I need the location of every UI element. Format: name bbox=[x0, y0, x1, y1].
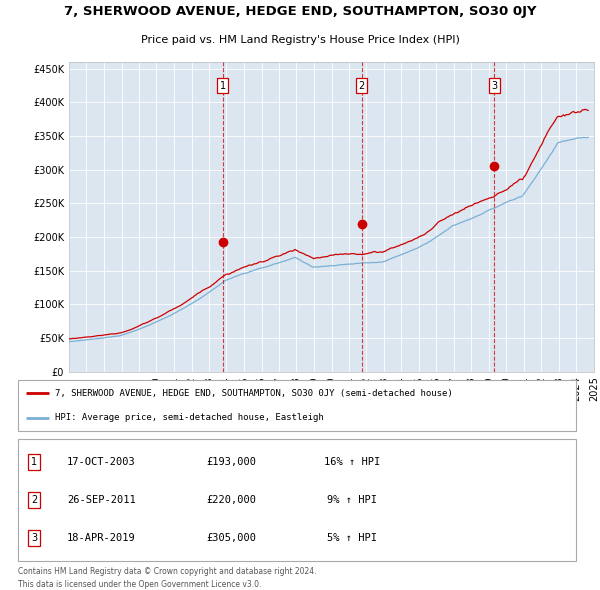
Text: Price paid vs. HM Land Registry's House Price Index (HPI): Price paid vs. HM Land Registry's House … bbox=[140, 35, 460, 45]
Text: 18-APR-2019: 18-APR-2019 bbox=[67, 533, 136, 543]
Text: 3: 3 bbox=[31, 533, 37, 543]
Text: 7, SHERWOOD AVENUE, HEDGE END, SOUTHAMPTON, SO30 0JY (semi-detached house): 7, SHERWOOD AVENUE, HEDGE END, SOUTHAMPT… bbox=[55, 389, 453, 398]
Text: £305,000: £305,000 bbox=[206, 533, 256, 543]
Text: 2: 2 bbox=[359, 80, 365, 90]
Text: 17-OCT-2003: 17-OCT-2003 bbox=[67, 457, 136, 467]
Text: 16% ↑ HPI: 16% ↑ HPI bbox=[324, 457, 380, 467]
Text: 1: 1 bbox=[220, 80, 226, 90]
Text: 2: 2 bbox=[31, 495, 37, 505]
Text: This data is licensed under the Open Government Licence v3.0.: This data is licensed under the Open Gov… bbox=[18, 580, 261, 589]
Text: 26-SEP-2011: 26-SEP-2011 bbox=[67, 495, 136, 505]
Text: 1: 1 bbox=[31, 457, 37, 467]
Text: 5% ↑ HPI: 5% ↑ HPI bbox=[327, 533, 377, 543]
Text: 7, SHERWOOD AVENUE, HEDGE END, SOUTHAMPTON, SO30 0JY: 7, SHERWOOD AVENUE, HEDGE END, SOUTHAMPT… bbox=[64, 5, 536, 18]
Text: HPI: Average price, semi-detached house, Eastleigh: HPI: Average price, semi-detached house,… bbox=[55, 414, 324, 422]
Text: £193,000: £193,000 bbox=[206, 457, 256, 467]
Text: 9% ↑ HPI: 9% ↑ HPI bbox=[327, 495, 377, 505]
Text: Contains HM Land Registry data © Crown copyright and database right 2024.: Contains HM Land Registry data © Crown c… bbox=[18, 567, 316, 576]
Text: £220,000: £220,000 bbox=[206, 495, 256, 505]
FancyBboxPatch shape bbox=[18, 380, 577, 431]
FancyBboxPatch shape bbox=[18, 439, 577, 561]
Text: 3: 3 bbox=[491, 80, 497, 90]
